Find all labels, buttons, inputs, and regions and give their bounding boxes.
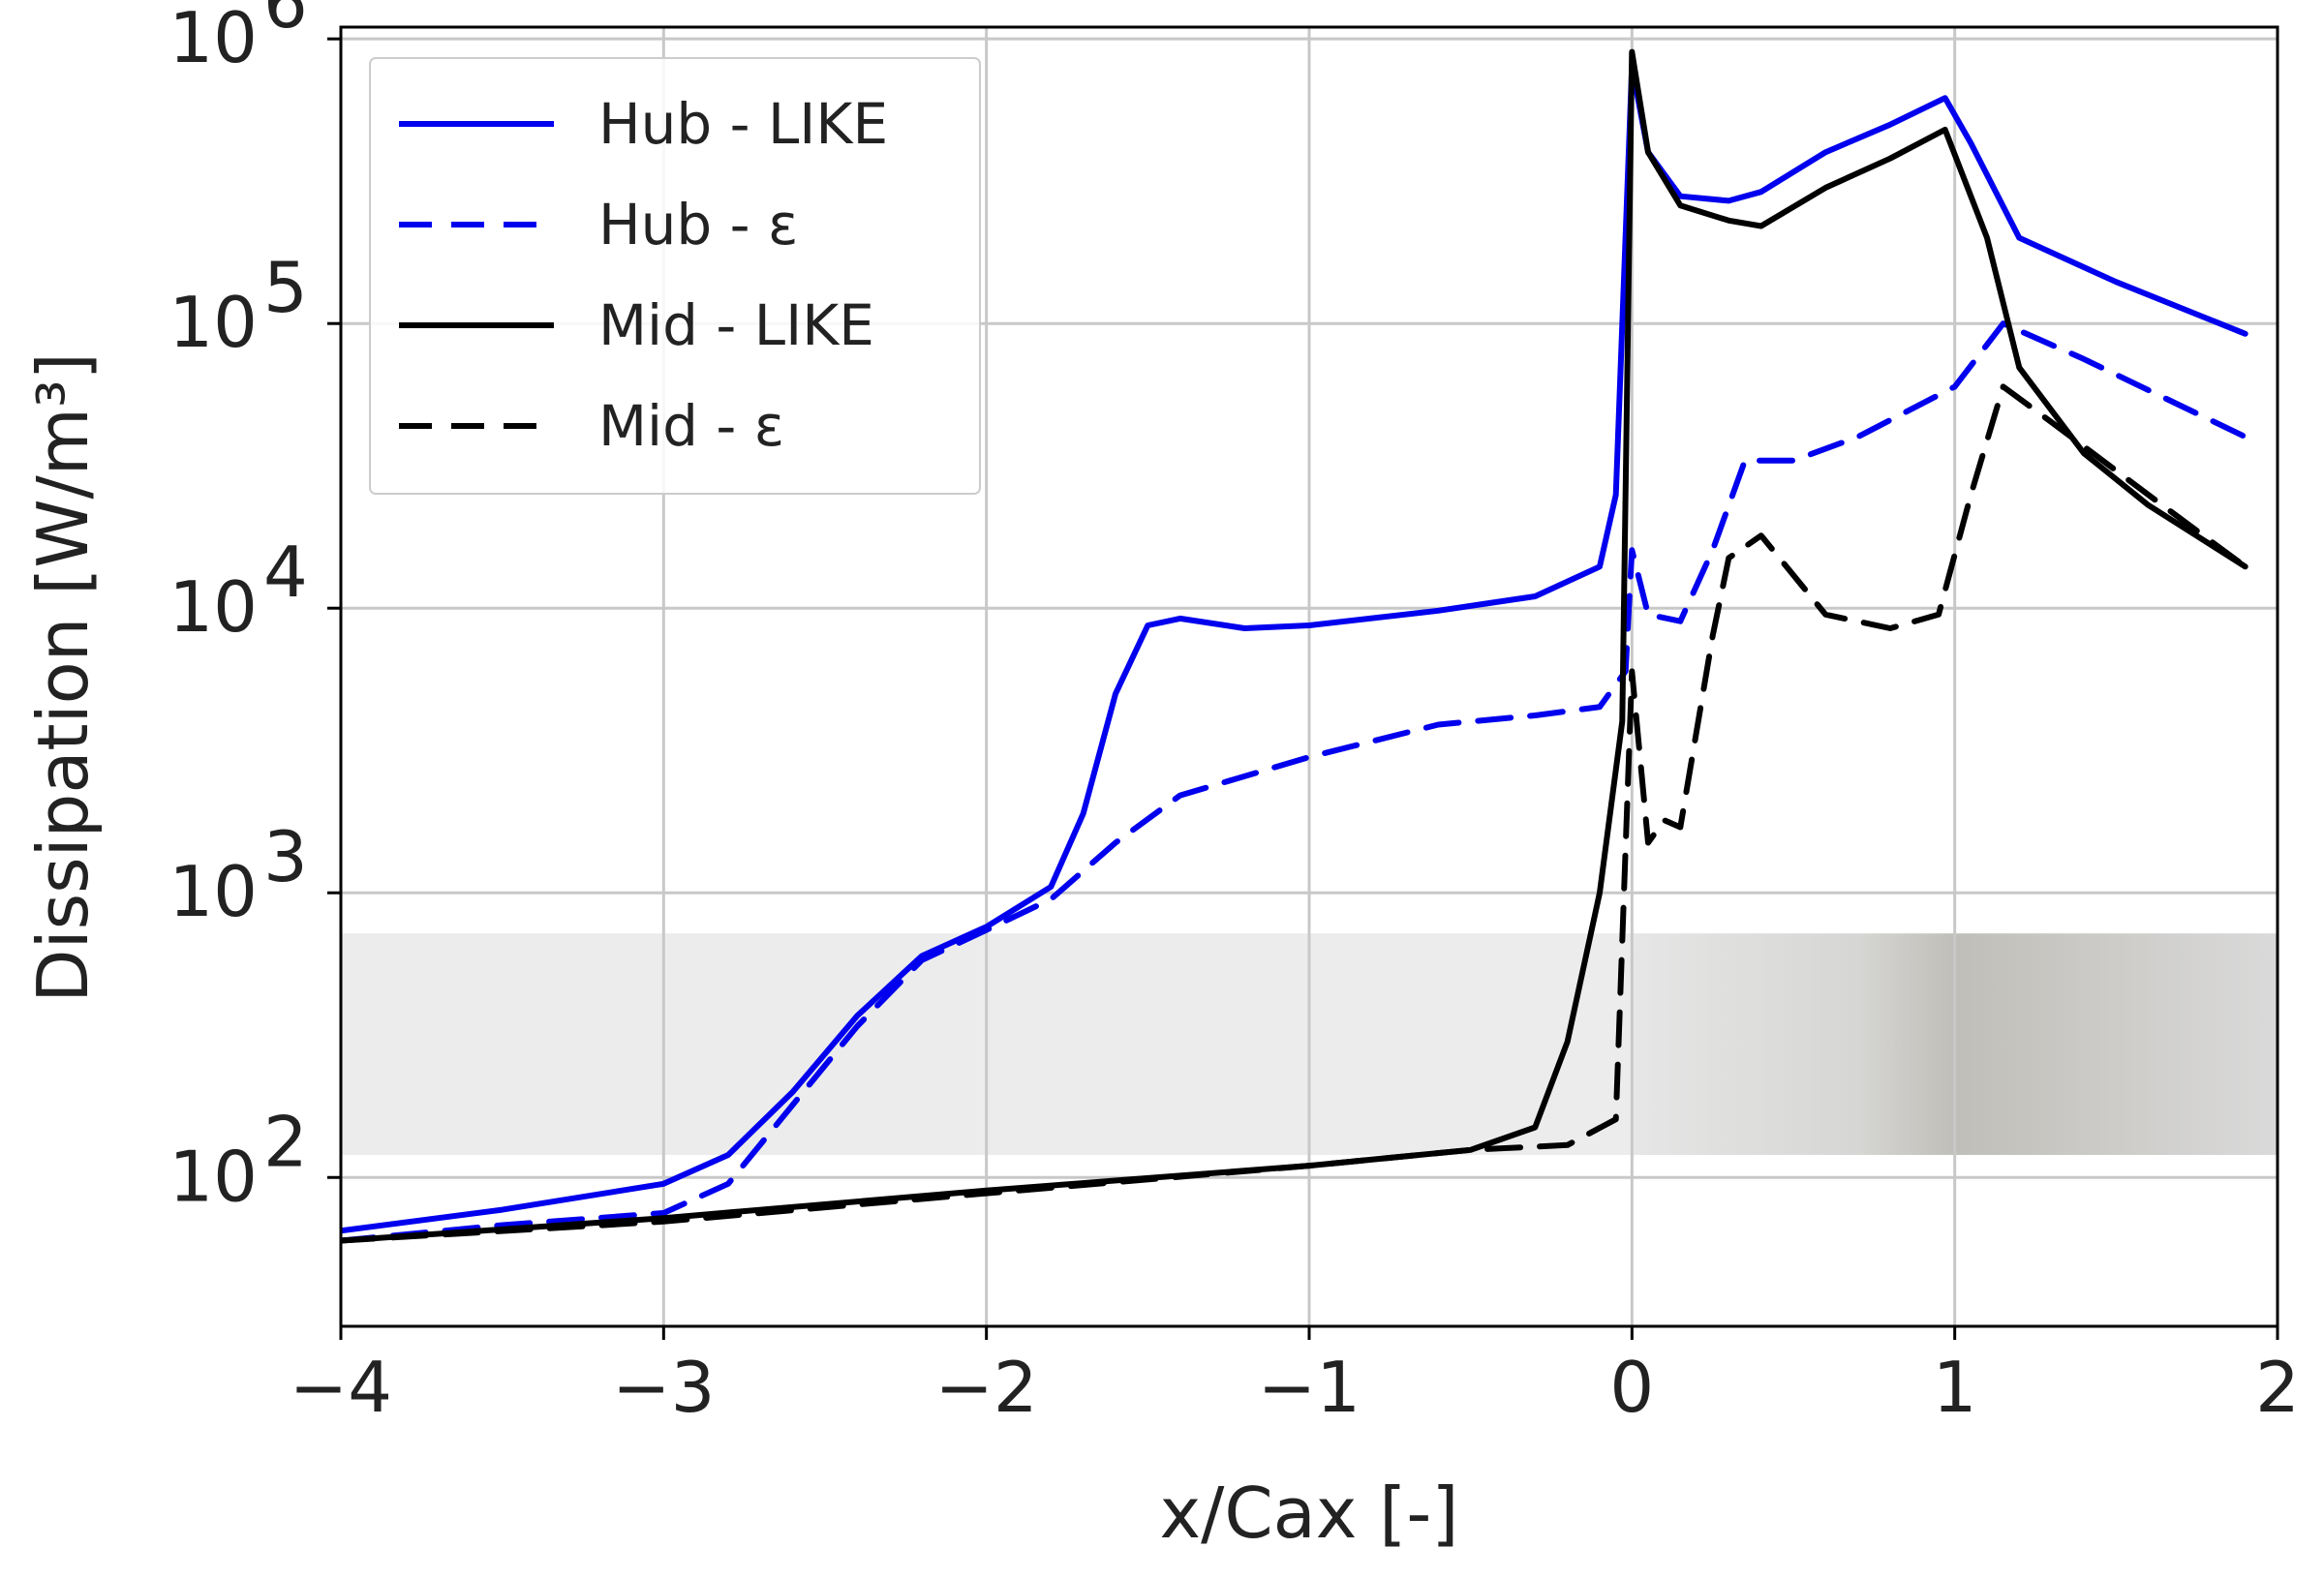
x-tick-label: −4 [290,1347,392,1428]
x-tick-label: 1 [1933,1347,1977,1428]
y-tick-label: 10 [168,282,258,363]
y-tick-label: 10 [168,851,258,932]
x-tick-label: 0 [1609,1347,1654,1428]
series-line-3 [341,383,2248,1244]
legend: Hub - LIKE Hub - ε Mid - LIKE Mid - ε [369,57,981,495]
x-tick-label: 2 [2255,1347,2300,1428]
series-line-1 [341,320,2248,1244]
y-tick-exponent: 2 [263,1101,308,1182]
y-tick-exponent: 5 [263,247,308,328]
x-tick-label: −2 [935,1347,1038,1428]
y-axis-label: Dissipation [W/m³] [22,352,104,1003]
x-axis-label: x/Cax [-] [1160,1472,1459,1554]
y-tick-exponent: 6 [263,0,308,44]
y-tick-label: 10 [168,1136,258,1217]
legend-label-0: Hub - LIKE [598,91,888,157]
x-tick-label: −1 [1258,1347,1361,1428]
legend-label-2: Mid - LIKE [598,292,874,358]
series-line-0 [341,63,2248,1234]
y-tick-exponent: 3 [263,816,308,897]
legend-label-1: Hub - ε [598,192,798,258]
y-tick-label: 10 [168,566,258,648]
series-lines [341,48,2248,1244]
legend-box [369,57,981,495]
legend-label-3: Mid - ε [598,393,784,459]
y-tick-label: 10 [168,0,258,78]
x-tick-label: −3 [612,1347,715,1428]
y-tick-exponent: 4 [263,531,308,613]
